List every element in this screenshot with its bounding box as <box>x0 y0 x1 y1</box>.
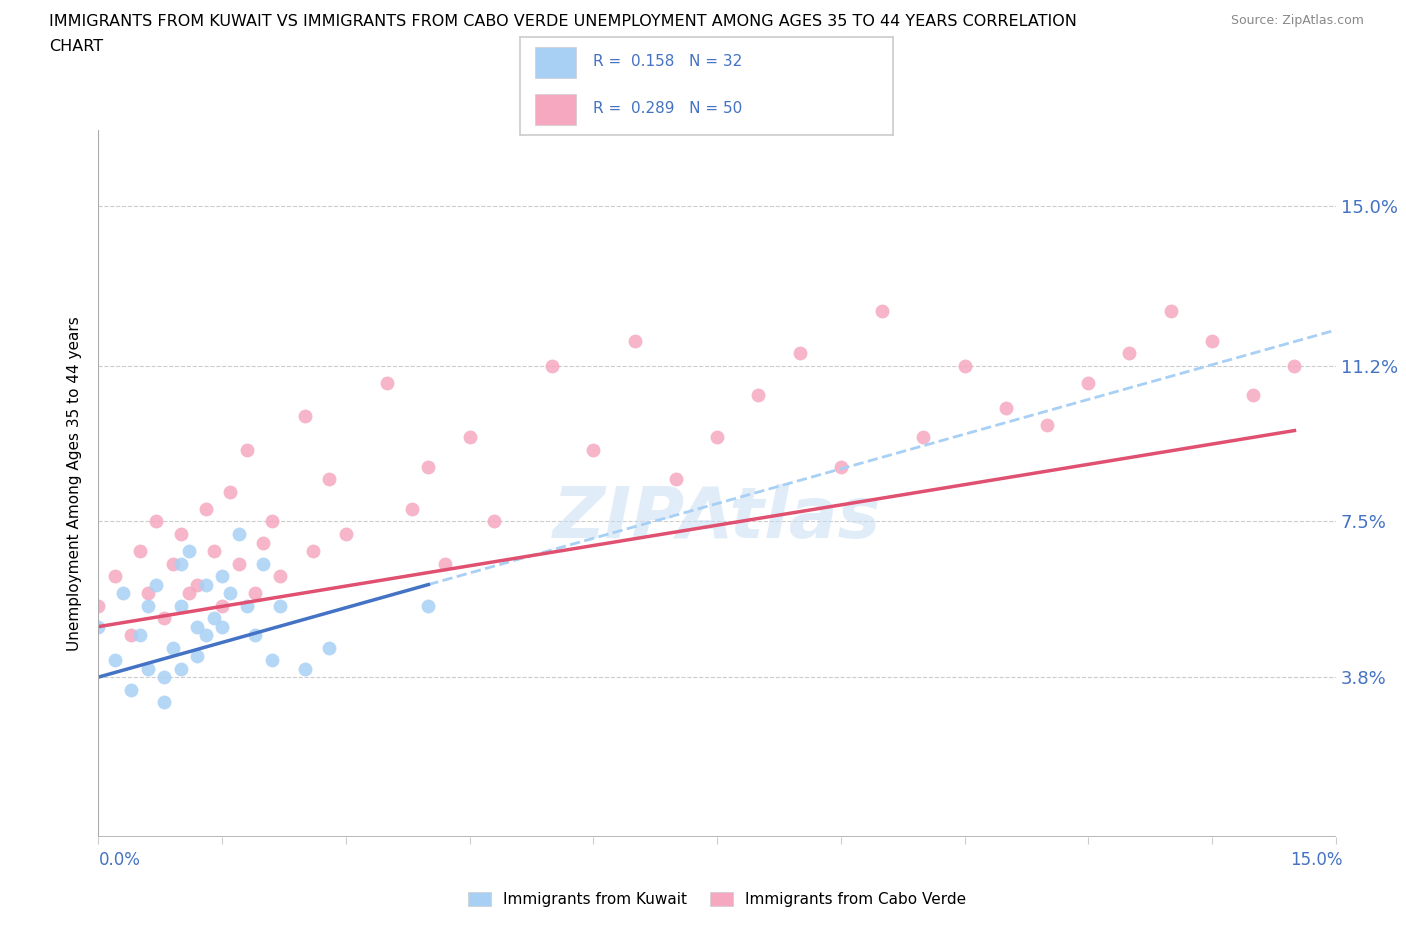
Point <box>433 556 456 571</box>
Point <box>170 526 193 541</box>
Point <box>162 556 184 571</box>
Point <box>789 346 811 361</box>
Point <box>153 695 176 710</box>
Y-axis label: Unemployment Among Ages 35 to 44 years: Unemployment Among Ages 35 to 44 years <box>67 316 83 651</box>
Point <box>1036 418 1059 432</box>
Point <box>401 501 423 516</box>
Text: CHART: CHART <box>49 39 103 54</box>
Point <box>912 430 935 445</box>
Point <box>87 619 110 634</box>
Point <box>186 578 208 592</box>
Point <box>202 543 225 558</box>
Point <box>243 628 266 643</box>
Point <box>484 514 506 529</box>
Point <box>87 598 110 613</box>
Point <box>318 472 340 486</box>
Point <box>994 401 1017 416</box>
Text: 15.0%: 15.0% <box>1291 851 1343 869</box>
Point <box>145 514 167 529</box>
Point <box>418 459 440 474</box>
Point <box>136 598 159 613</box>
Point <box>194 628 217 643</box>
Point <box>623 333 645 348</box>
Point <box>1201 333 1223 348</box>
Point <box>120 628 142 643</box>
Point <box>294 409 316 424</box>
Point <box>252 556 274 571</box>
Point <box>458 430 481 445</box>
Point <box>219 485 242 499</box>
Point <box>104 653 127 668</box>
Point <box>870 304 893 319</box>
Point <box>228 556 250 571</box>
Point <box>162 640 184 655</box>
Point <box>830 459 852 474</box>
Point <box>243 586 266 601</box>
FancyBboxPatch shape <box>536 94 576 126</box>
Point <box>1160 304 1182 319</box>
Text: ZIPAtlas: ZIPAtlas <box>553 485 882 553</box>
Point <box>219 586 242 601</box>
Point <box>179 543 201 558</box>
Text: Source: ZipAtlas.com: Source: ZipAtlas.com <box>1230 14 1364 27</box>
Point <box>236 598 259 613</box>
Point <box>186 648 208 663</box>
Point <box>582 443 605 458</box>
Point <box>136 661 159 676</box>
Point <box>269 598 291 613</box>
Point <box>136 586 159 601</box>
Point <box>112 586 135 601</box>
Point <box>269 569 291 584</box>
Point <box>706 430 728 445</box>
Point <box>1118 346 1140 361</box>
Point <box>153 611 176 626</box>
Point <box>120 683 142 698</box>
Point <box>170 598 193 613</box>
Point <box>953 358 976 373</box>
Text: 0.0%: 0.0% <box>98 851 141 869</box>
Point <box>1284 358 1306 373</box>
Point <box>228 526 250 541</box>
Point <box>260 514 283 529</box>
Point <box>211 619 233 634</box>
Point <box>418 598 440 613</box>
Point <box>170 661 193 676</box>
Point <box>170 556 193 571</box>
Point <box>335 526 357 541</box>
Point <box>128 628 150 643</box>
Point <box>747 388 769 403</box>
Point <box>202 611 225 626</box>
Point <box>179 586 201 601</box>
Point <box>186 619 208 634</box>
Point <box>252 535 274 550</box>
Point <box>665 472 688 486</box>
Point <box>302 543 325 558</box>
Point <box>153 670 176 684</box>
Legend: Immigrants from Kuwait, Immigrants from Cabo Verde: Immigrants from Kuwait, Immigrants from … <box>461 885 973 913</box>
Point <box>128 543 150 558</box>
Point <box>1241 388 1264 403</box>
Point <box>318 640 340 655</box>
Point <box>1077 375 1099 390</box>
Point <box>541 358 564 373</box>
Point <box>294 661 316 676</box>
Point <box>211 569 233 584</box>
Point <box>211 598 233 613</box>
Point <box>236 443 259 458</box>
Point <box>104 569 127 584</box>
FancyBboxPatch shape <box>536 47 576 78</box>
Text: IMMIGRANTS FROM KUWAIT VS IMMIGRANTS FROM CABO VERDE UNEMPLOYMENT AMONG AGES 35 : IMMIGRANTS FROM KUWAIT VS IMMIGRANTS FRO… <box>49 14 1077 29</box>
Point <box>145 578 167 592</box>
Text: R =  0.158   N = 32: R = 0.158 N = 32 <box>593 54 742 69</box>
Point <box>260 653 283 668</box>
Point <box>375 375 398 390</box>
Text: R =  0.289   N = 50: R = 0.289 N = 50 <box>593 101 742 116</box>
Point <box>194 501 217 516</box>
Point <box>194 578 217 592</box>
